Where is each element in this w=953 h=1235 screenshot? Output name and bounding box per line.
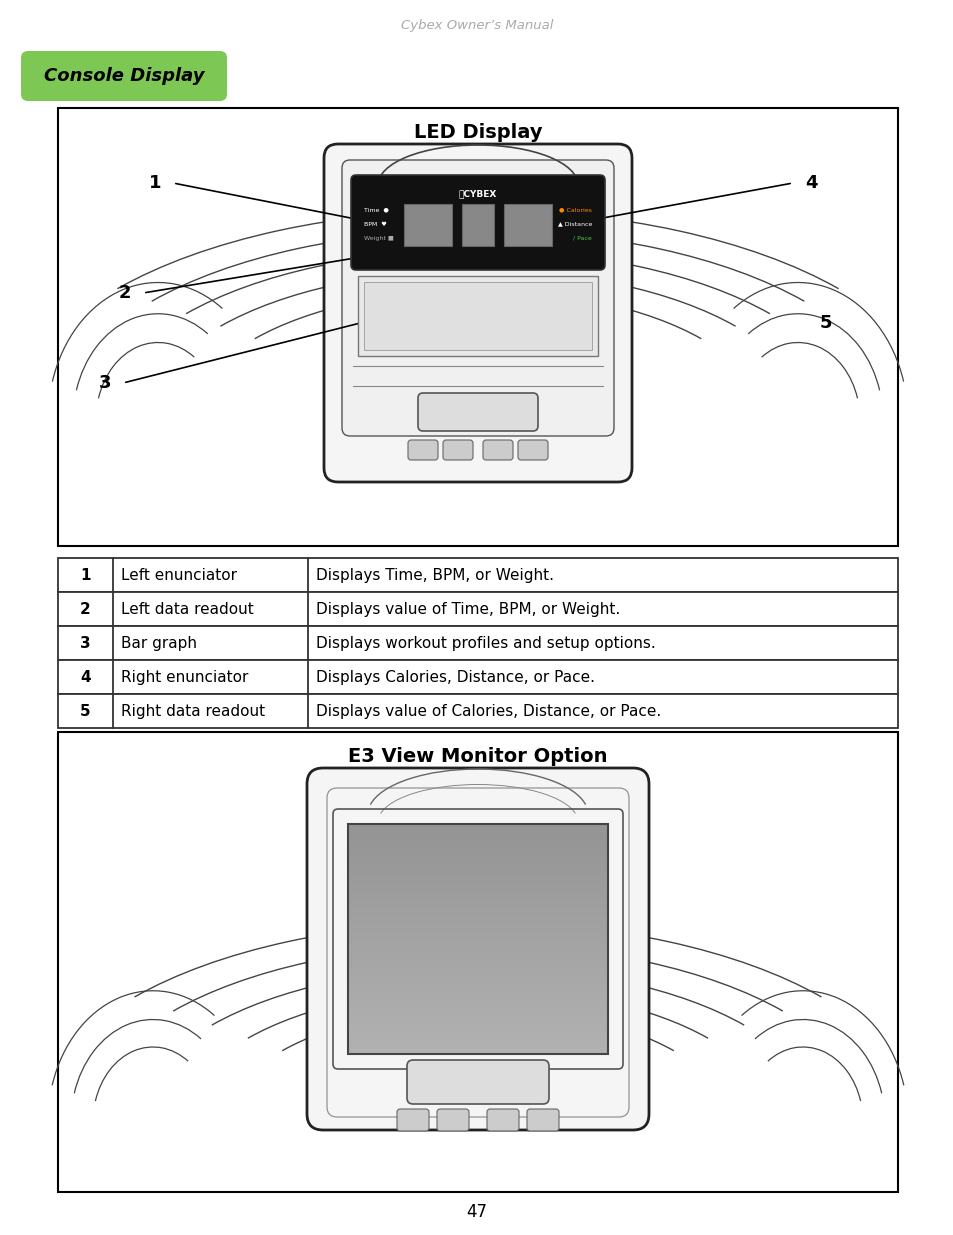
Bar <box>348 1039 607 1046</box>
Text: Bar graph: Bar graph <box>121 636 196 651</box>
Text: E3 View Monitor Option: E3 View Monitor Option <box>348 746 607 766</box>
Text: Console Display: Console Display <box>44 67 204 85</box>
Text: 1: 1 <box>149 174 161 191</box>
Bar <box>348 946 607 955</box>
Text: Displays Calories, Distance, or Pace.: Displays Calories, Distance, or Pace. <box>315 669 595 684</box>
Bar <box>58 107 897 546</box>
Text: Time  ●: Time ● <box>364 207 389 212</box>
Text: Right data readout: Right data readout <box>121 704 265 719</box>
Bar <box>348 992 607 1000</box>
Bar <box>348 1015 607 1024</box>
Text: / Pace: / Pace <box>573 236 592 241</box>
FancyBboxPatch shape <box>442 440 473 459</box>
Text: 47: 47 <box>466 1203 487 1221</box>
Bar <box>348 893 607 900</box>
Bar <box>348 924 607 931</box>
Bar <box>348 831 607 840</box>
Text: 3: 3 <box>80 636 91 651</box>
Bar <box>348 977 607 986</box>
FancyBboxPatch shape <box>396 1109 429 1131</box>
Bar <box>348 877 607 885</box>
Bar <box>348 931 607 939</box>
Bar <box>58 592 897 626</box>
FancyBboxPatch shape <box>351 175 604 270</box>
Bar <box>348 846 607 855</box>
Bar <box>348 824 607 831</box>
Bar <box>58 732 897 1192</box>
FancyBboxPatch shape <box>408 440 437 459</box>
Bar <box>348 939 607 947</box>
Text: Right enunciator: Right enunciator <box>121 669 248 684</box>
Bar <box>348 855 607 862</box>
Text: Displays value of Calories, Distance, or Pace.: Displays value of Calories, Distance, or… <box>315 704 660 719</box>
FancyBboxPatch shape <box>341 161 614 436</box>
FancyBboxPatch shape <box>21 51 227 101</box>
FancyBboxPatch shape <box>324 144 631 482</box>
Text: 4: 4 <box>80 669 91 684</box>
Bar <box>348 1008 607 1015</box>
Bar <box>503 204 552 246</box>
Text: Displays workout profiles and setup options.: Displays workout profiles and setup opti… <box>315 636 655 651</box>
Text: 5: 5 <box>820 314 832 332</box>
Bar <box>461 204 494 246</box>
Text: 2: 2 <box>118 284 131 303</box>
Bar <box>348 1030 607 1039</box>
Bar <box>403 204 452 246</box>
FancyBboxPatch shape <box>436 1109 469 1131</box>
Text: ⓈCYBEX: ⓈCYBEX <box>458 189 497 199</box>
Bar <box>348 969 607 977</box>
Bar <box>58 659 897 694</box>
Bar <box>348 1000 607 1008</box>
FancyBboxPatch shape <box>417 393 537 431</box>
Bar <box>58 558 897 592</box>
FancyBboxPatch shape <box>407 1060 548 1104</box>
Text: Left enunciator: Left enunciator <box>121 568 236 583</box>
Bar <box>58 626 897 659</box>
Text: Displays value of Time, BPM, or Weight.: Displays value of Time, BPM, or Weight. <box>315 601 619 616</box>
Bar <box>364 282 592 350</box>
FancyBboxPatch shape <box>482 440 513 459</box>
FancyBboxPatch shape <box>307 768 648 1130</box>
Bar <box>348 824 607 1053</box>
Text: Left data readout: Left data readout <box>121 601 253 616</box>
Text: Weight ■: Weight ■ <box>364 236 394 241</box>
Bar <box>348 1023 607 1031</box>
Text: Displays Time, BPM, or Weight.: Displays Time, BPM, or Weight. <box>315 568 554 583</box>
Text: Cybex Owner’s Manual: Cybex Owner’s Manual <box>400 19 553 32</box>
Text: ▲ Distance: ▲ Distance <box>558 221 592 226</box>
Bar <box>348 839 607 847</box>
FancyBboxPatch shape <box>517 440 547 459</box>
Bar <box>348 908 607 916</box>
Text: LED Display: LED Display <box>414 122 541 142</box>
Text: 5: 5 <box>80 704 91 719</box>
Bar <box>357 275 598 356</box>
Bar <box>348 900 607 908</box>
Bar <box>348 984 607 993</box>
Bar <box>348 953 607 962</box>
Bar <box>348 869 607 878</box>
Text: 3: 3 <box>98 374 111 391</box>
Bar <box>58 694 897 727</box>
Bar <box>348 884 607 893</box>
Bar <box>348 962 607 969</box>
Text: 4: 4 <box>804 174 817 191</box>
Bar <box>348 862 607 869</box>
Text: ● Calories: ● Calories <box>558 207 592 212</box>
Text: 2: 2 <box>80 601 91 616</box>
FancyBboxPatch shape <box>526 1109 558 1131</box>
Text: BPM  ♥: BPM ♥ <box>364 221 387 226</box>
Bar <box>348 915 607 924</box>
Bar <box>348 1046 607 1053</box>
FancyBboxPatch shape <box>486 1109 518 1131</box>
Text: 1: 1 <box>80 568 91 583</box>
